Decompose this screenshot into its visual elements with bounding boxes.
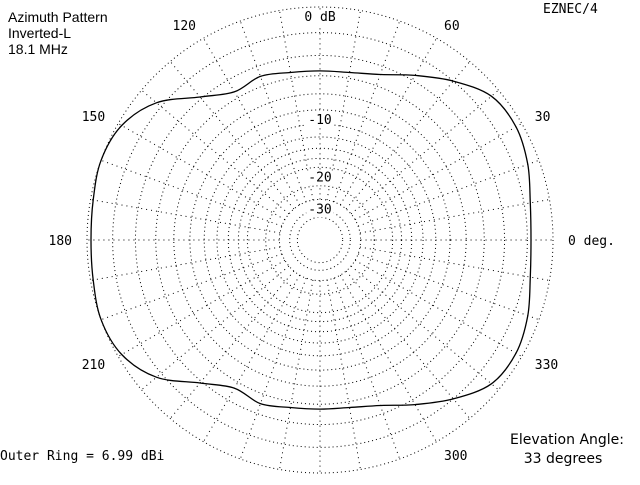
spoke-250 [239,277,307,460]
pattern-series [90,70,532,410]
spoke-280 [326,279,361,470]
gain-rings [86,6,554,474]
frequency-label: 18.1 MHz [8,41,68,57]
spoke-20 [357,159,540,227]
ring-18db [237,157,403,323]
ring-4db [134,54,506,426]
angle-label-210: 210 [82,358,105,373]
ring-35db [289,209,351,271]
spoke-110 [239,20,307,203]
spoke-70 [333,20,401,203]
angle-label-30: 30 [535,110,551,125]
angle-label-150: 150 [82,110,105,125]
spoke-30 [354,123,523,221]
ring-label-bg [306,170,334,186]
title-block: Azimuth Pattern Inverted-L 18.1 MHz [8,9,108,57]
spoke-200 [100,253,283,321]
ring-2db [112,32,528,448]
spoke-350 [359,246,550,281]
ring-10db [189,109,451,371]
ring-label-bg [302,10,338,25]
angle-spokes [87,7,553,473]
ring-label-bg [306,112,334,128]
spoke-230 [169,270,295,419]
spoke-160 [100,159,283,227]
ring-label-bg [306,202,334,218]
spoke-220 [141,265,290,391]
ring-label-20: -20 [308,170,331,185]
ring-30db [278,198,362,282]
ring-label-30: -30 [308,202,331,217]
ring-16db [227,147,413,333]
spoke-210 [117,259,286,357]
spoke-100 [279,10,314,201]
spoke-10 [359,199,550,234]
spoke-40 [350,89,499,215]
ring-14db [216,136,424,344]
spoke-320 [350,265,499,391]
chart-subtitle: Inverted-L [8,25,72,41]
angle-label-120: 120 [173,19,196,34]
angle-label-300: 300 [444,449,467,464]
spoke-170 [90,199,281,234]
angle-label-0: 0 deg. [568,234,615,249]
chart-title: Azimuth Pattern [8,9,108,25]
spoke-50 [345,61,471,210]
pattern-trace-0 [90,70,532,410]
angle-labels: 0 deg. 30 60 120 150 180 210 300 330 [49,19,615,464]
spoke-330 [354,259,523,357]
ring-labels: 0 dB -10 -20 -30 [302,10,338,218]
ring-40db [296,216,344,264]
ring-0db [86,6,554,474]
spoke-60 [339,37,437,206]
ring-12db [203,123,437,357]
angle-label-60: 60 [444,19,460,34]
ring-8db [173,93,467,387]
spoke-310 [345,270,471,419]
spoke-290 [333,277,401,460]
angle-label-180: 180 [49,234,72,249]
spoke-150 [117,123,286,221]
spoke-300 [339,274,437,443]
spoke-190 [90,246,281,281]
spoke-120 [203,37,301,206]
ring-25db [265,185,375,295]
angle-label-330: 330 [535,358,558,373]
spoke-240 [203,274,301,443]
ring-label-10: -10 [308,113,331,128]
ring-label-0: 0 dB [304,10,335,25]
spoke-140 [141,89,290,215]
ring-20db [246,166,394,314]
spoke-340 [357,253,540,321]
spoke-80 [326,10,361,201]
spoke-130 [169,61,295,210]
ring-6db [155,75,485,405]
spoke-260 [279,279,314,470]
